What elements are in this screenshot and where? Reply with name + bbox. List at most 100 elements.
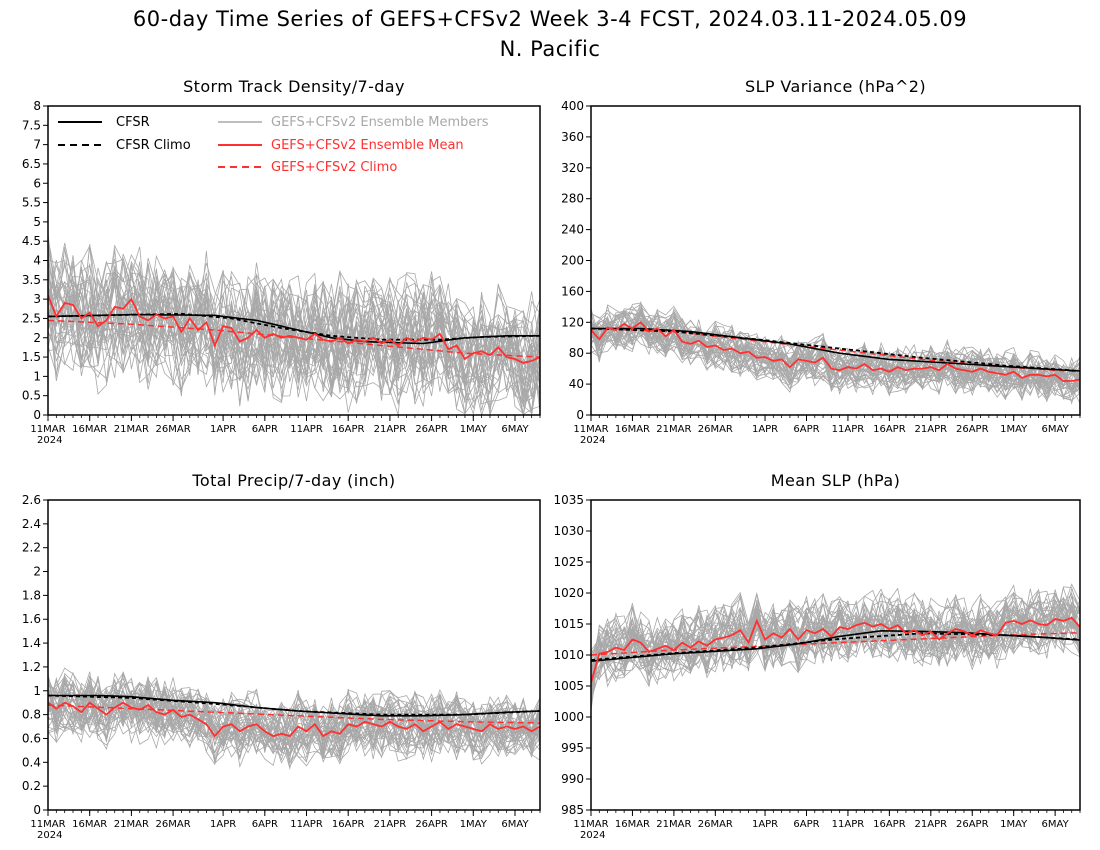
y-tick-label: 240 (561, 223, 584, 237)
x-tick-label: 1MAY (460, 424, 488, 435)
member-line (591, 607, 1080, 686)
member-line (48, 263, 540, 381)
x-tick-label: 21MAR (656, 424, 691, 435)
y-tick-label: 1030 (553, 524, 584, 538)
x-tick-label: 6APR (793, 424, 819, 435)
y-tick-label: 0.5 (22, 389, 41, 403)
x-tick-label: 1APR (210, 819, 236, 830)
member-line (591, 310, 1080, 388)
y-tick-label: 985 (561, 803, 584, 817)
y-tick-label: 80 (569, 346, 584, 360)
x-tick-label: 16APR (873, 819, 906, 830)
x-tick-label: 1APR (210, 424, 236, 435)
y-tick-label: 2.2 (22, 541, 41, 555)
member-line (48, 244, 540, 363)
y-tick-label: 0 (33, 803, 41, 817)
y-tick-label: 1 (33, 684, 41, 698)
member-line (48, 683, 540, 755)
y-tick-label: 160 (561, 284, 584, 298)
series-ens-climo (48, 319, 540, 358)
y-tick-label: 0.4 (22, 755, 41, 769)
legend-ens-climo-label: GEFS+CFSv2 Climo (271, 160, 397, 175)
x-tick-label: 16MAR (615, 424, 650, 435)
ensemble-members (48, 233, 540, 415)
panel-storm-track-density: Storm Track Density/7-day 0 0.5 1 1.5 2 2.5 3 3.… (22, 77, 541, 446)
x-tick-label: 1MAY (1000, 819, 1028, 830)
x-tick-label: 16MAR (615, 819, 650, 830)
y-tick-label: 0.8 (22, 708, 41, 722)
y-tick-label: 990 (561, 772, 584, 786)
y-tick-label: 6.5 (22, 157, 41, 171)
x-tick-label: 26MAR (156, 424, 191, 435)
ensemble-members (48, 667, 540, 770)
member-line (48, 244, 540, 376)
y-tick-label: 2.5 (22, 311, 41, 325)
x-tick-label: 21APR (915, 424, 948, 435)
x-tick-label: 26APR (956, 819, 989, 830)
y-tick-label: 1.5 (22, 350, 41, 364)
x-tick-label: 21APR (374, 819, 407, 830)
panel-title-slp-variance: SLP Variance (hPa^2) (745, 77, 926, 96)
y-tick-label: 0.6 (22, 731, 41, 745)
x-tick-label: 1MAY (1000, 424, 1028, 435)
y-tick-label: 360 (561, 130, 584, 144)
x-tick-label: 6APR (252, 424, 278, 435)
series-ens-mean (591, 321, 1080, 382)
x-tick-label: 11APR (290, 819, 323, 830)
x-tick-label: 1MAY (460, 819, 488, 830)
member-line (48, 253, 540, 385)
member-line (591, 612, 1080, 699)
y-tick-label: 0.2 (22, 779, 41, 793)
x-tick-label: 21MAR (656, 819, 691, 830)
x-tick-label: 16MAR (72, 424, 107, 435)
figure-subtitle: N. Pacific (500, 37, 601, 61)
member-line (48, 689, 540, 761)
member-line (48, 292, 540, 415)
member-line (591, 589, 1080, 694)
x-tick-label: 16APR (873, 424, 906, 435)
member-line (591, 321, 1080, 401)
x-tick-label: 11MAR (573, 819, 608, 830)
series-cfsr (591, 629, 1080, 662)
series-cfsr-climo (48, 312, 540, 341)
x-year-label: 2024 (37, 830, 62, 841)
series-ens-climo (48, 704, 540, 724)
x-tick-label: 16APR (332, 424, 365, 435)
member-line (48, 264, 540, 415)
y-tick-label: 3.5 (22, 273, 41, 287)
x-tick-label: 6MAY (1042, 424, 1070, 435)
member-line (48, 281, 540, 415)
y-tick-label: 1000 (553, 710, 584, 724)
x-year-label: 2024 (580, 435, 605, 446)
y-tick-label: 320 (561, 161, 584, 175)
y-tick-label: 5.5 (22, 196, 41, 210)
y-tick-label: 1020 (553, 586, 584, 600)
legend-ens-mean-label: GEFS+CFSv2 Ensemble Mean (271, 138, 464, 153)
x-tick-label: 6MAY (1042, 819, 1070, 830)
x-tick-label: 1APR (752, 424, 778, 435)
panel-slp-variance: SLP Variance (hPa^2) 0 40 80 120 160 200 240 280… (561, 77, 1081, 446)
y-tick-label: 8 (33, 99, 41, 113)
x-tick-label: 11APR (832, 819, 865, 830)
member-line (48, 686, 540, 755)
x-year-label: 2024 (580, 830, 605, 841)
x-tick-label: 21MAR (114, 819, 149, 830)
x-tick-label: 21APR (374, 424, 407, 435)
member-line (591, 310, 1080, 390)
y-tick-label: 1005 (553, 679, 584, 693)
y-tick-label: 6 (33, 176, 41, 190)
member-line (591, 313, 1080, 399)
y-tick-label: 1035 (553, 493, 584, 507)
x-tick-label: 6MAY (501, 819, 529, 830)
y-tick-label: 2.4 (22, 517, 41, 531)
x-tick-label: 21MAR (114, 424, 149, 435)
y-tick-label: 280 (561, 192, 584, 206)
series-ens-mean (591, 616, 1080, 684)
y-tick-label: 120 (561, 315, 584, 329)
member-line (591, 589, 1080, 687)
x-tick-label: 16APR (332, 819, 365, 830)
y-tick-label: 1010 (553, 648, 584, 662)
x-tick-label: 26MAR (698, 819, 733, 830)
x-tick-label: 11APR (832, 424, 865, 435)
x-tick-label: 11MAR (30, 424, 65, 435)
